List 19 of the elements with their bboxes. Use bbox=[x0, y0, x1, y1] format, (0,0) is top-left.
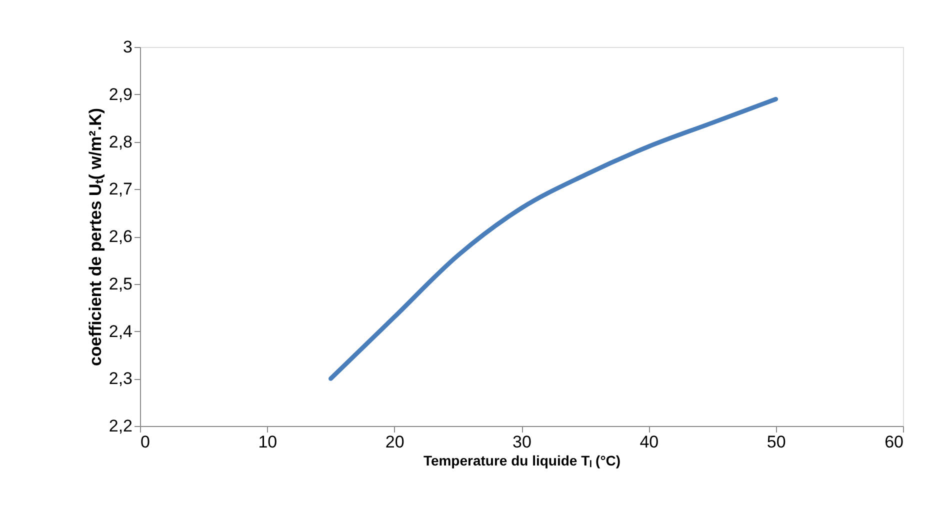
x-tick-label: 0 bbox=[140, 432, 150, 452]
x-tick-label: 30 bbox=[512, 432, 532, 452]
y-tick-label: 2,2 bbox=[108, 416, 132, 436]
y-tick-label: 3 bbox=[123, 38, 132, 56]
x-tick-label: 40 bbox=[640, 432, 659, 452]
x-axis-title: Temperature du liquide Tₗ (°C) bbox=[423, 452, 621, 468]
y-tick-label: 2,9 bbox=[108, 84, 132, 104]
y-tick-label: 2,3 bbox=[108, 369, 132, 388]
y-tick-label: 2,8 bbox=[108, 132, 132, 152]
x-tick-label: 60 bbox=[884, 432, 904, 452]
x-tick-label: 20 bbox=[385, 432, 404, 452]
x-tick-label: 10 bbox=[258, 432, 278, 452]
x-tick-label: 50 bbox=[766, 432, 786, 452]
y-axis-title: coefficient de pertes Uₜ( w/m².K) bbox=[86, 108, 105, 366]
y-tick-label: 2,7 bbox=[108, 180, 132, 199]
line-series bbox=[328, 96, 778, 381]
y-tick-label: 2,4 bbox=[108, 322, 132, 341]
y-tick-label: 2,6 bbox=[108, 227, 132, 246]
y-tick-label: 2,5 bbox=[108, 274, 132, 294]
